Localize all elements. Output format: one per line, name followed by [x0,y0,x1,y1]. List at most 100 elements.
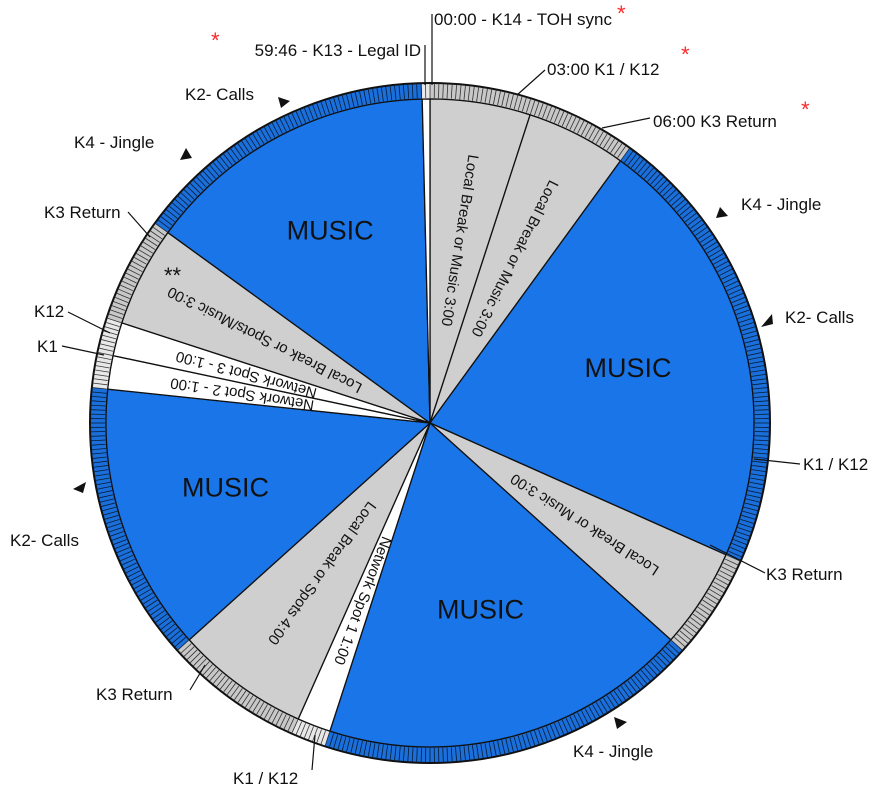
ring-tick [372,743,376,758]
ring-tick [525,99,531,113]
ring-tick [595,131,604,144]
ring-tick [752,382,767,386]
ring-tick [721,272,735,280]
ring-tick [684,623,697,634]
ring-tick [166,627,178,637]
ring-tick [573,714,581,728]
ring-tick [744,339,759,344]
ring-tick [493,90,497,105]
ring-tick [557,721,565,735]
ring-tick [546,726,552,740]
callout-k12-left: K12 [34,302,64,321]
ring-tick [123,276,137,284]
marker-k2-calls-top: K2- Calls [185,85,254,104]
ring-tick [753,387,768,390]
ring-tick [719,268,733,276]
ring-tick [682,209,694,219]
ring-tick [385,745,388,760]
ring-tick [193,179,204,191]
ring-tick [411,747,414,762]
ring-tick [724,558,739,566]
ring-tick [127,268,141,276]
ring-tick [252,699,261,713]
ring-tick [731,543,746,549]
ring-tick [97,356,112,360]
ring-tick [341,736,347,751]
ring-tick [747,352,762,356]
ring-tick [190,652,201,663]
ring-tick [283,716,291,730]
ring-tick [538,103,544,117]
ring-tick [569,116,577,130]
ring-tick [472,745,475,760]
ring-tick [403,746,405,761]
ring-tick [746,347,761,352]
ring-tick [740,322,754,328]
ring-tick [554,109,561,123]
ring-tick [455,85,457,100]
ring-tick [398,746,401,761]
ring-tick [394,746,397,761]
ring-tick [647,170,658,182]
callout-k1-left: K1 [37,337,58,356]
ring-tick [753,448,768,450]
ring-tick [183,189,195,200]
wedge-music [105,388,432,641]
ring-tick [93,382,108,386]
ring-tick [656,179,667,191]
ring-tick [101,339,116,344]
ring-tick [267,708,276,722]
ring-tick [95,477,110,481]
ring-tick [199,173,210,185]
ring-tick [230,148,240,161]
ring-tick [219,677,230,690]
ring-tick [174,636,186,647]
ring-tick [91,435,106,437]
ring-tick [118,550,132,558]
ring-tick [93,460,108,464]
ring-tick [690,617,702,627]
ring-tick [104,514,119,520]
music-label: MUSIC [182,473,269,503]
ring-tick [592,129,600,142]
ring-tick [742,330,757,336]
ring-tick [653,658,664,670]
ring-tick [640,669,651,682]
ring-tick [155,223,168,233]
ring-tick [350,738,355,753]
ring-tick [407,84,410,99]
ring-tick [150,230,163,240]
ring-tick [754,439,769,442]
ring-tick [472,86,475,101]
ring-tick [634,675,644,687]
ring-tick [275,120,283,134]
ring-tick [521,97,527,112]
ring-tick [143,596,156,605]
ring-tick [114,543,129,549]
ring-tick [525,733,531,747]
ring-tick [256,702,265,715]
ring-tick [676,633,689,644]
ring-tick [726,554,740,562]
ring-tick [624,683,634,695]
ring-tick [446,747,449,762]
ring-tick [186,186,198,197]
ring-tick [659,652,670,663]
ring-tick [517,96,523,111]
ring-tick [177,195,189,206]
ring-tick [291,113,299,127]
ring-tick [743,506,758,512]
ring-tick [723,562,737,570]
ring-tick [709,588,722,597]
ring-tick [476,744,480,759]
marker-k2-calls-right: K2- Calls [785,308,854,327]
ring-tick [580,710,589,724]
ring-tick [92,456,107,459]
ring-tick [542,727,548,742]
ring-band [89,387,190,651]
ring-tick [750,477,765,481]
ring-tick [113,301,127,307]
ring-tick [754,409,769,411]
ring-tick [287,717,295,732]
